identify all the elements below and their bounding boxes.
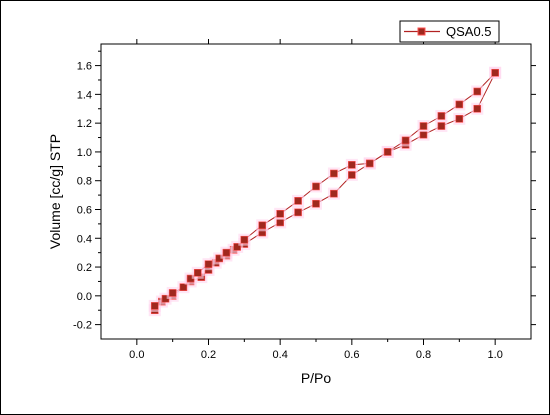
data-point <box>437 112 446 120</box>
y-tick-label: 1.4 <box>77 89 92 101</box>
y-tick-label: 0.6 <box>77 204 92 216</box>
x-tick-label: 0.6 <box>344 349 359 361</box>
data-point <box>258 221 267 230</box>
y-tick-label: 1.2 <box>77 118 92 130</box>
data-point <box>222 248 231 257</box>
data-point <box>419 130 428 139</box>
legend-label: QSA0.5 <box>446 24 492 39</box>
data-point <box>437 122 446 130</box>
y-tick-label: 1.0 <box>77 147 92 159</box>
y-tick-label: 0.2 <box>77 262 92 274</box>
data-point <box>276 218 284 227</box>
series-layer <box>148 66 502 317</box>
legend-box <box>399 20 500 43</box>
data-point <box>312 182 320 191</box>
data-point <box>473 87 482 96</box>
legend-marker-swatch <box>417 27 426 36</box>
data-point <box>348 171 356 179</box>
legend: QSA0.5 <box>399 20 500 43</box>
data-point <box>365 159 374 168</box>
data-point <box>204 260 213 268</box>
axes: 0.0 0.2 0.4 0.6 0.8 1.0 -0.2 0.0 0.2 0.4 0.6 0.8 1.0… <box>73 39 536 361</box>
data-point <box>330 169 338 178</box>
data-point <box>312 199 320 208</box>
y-tick-label: 1.6 <box>77 61 92 73</box>
y-tick-label: 0.8 <box>77 176 92 188</box>
data-point <box>179 283 188 291</box>
data-point <box>455 115 464 123</box>
x-tick-label: 1.0 <box>488 349 503 361</box>
x-tick-label: 0.4 <box>273 349 288 361</box>
data-point <box>233 243 241 251</box>
x-tick-label: 0.2 <box>201 349 216 361</box>
data-point <box>193 269 202 277</box>
data-point <box>294 208 302 217</box>
data-point <box>240 235 249 244</box>
x-axis-label: P/Po <box>301 370 332 386</box>
data-point <box>330 189 338 198</box>
data-point <box>276 210 284 218</box>
x-tick-label: 0.0 <box>129 349 144 361</box>
x-tick-label: 0.8 <box>416 349 431 361</box>
data-point <box>150 302 159 310</box>
data-point <box>455 100 464 109</box>
data-point <box>473 104 482 113</box>
data-point <box>348 161 356 169</box>
y-axis-label: Volume [cc/g] STP <box>47 134 63 249</box>
data-point <box>401 136 410 145</box>
y-tick-label: 0.0 <box>77 291 92 303</box>
data-point <box>294 197 302 205</box>
y-tick-label: 0.4 <box>77 233 92 245</box>
data-point <box>491 68 499 77</box>
data-point <box>383 148 392 156</box>
y-tick-label: -0.2 <box>73 320 92 332</box>
data-point <box>168 289 177 297</box>
data-point <box>419 122 428 130</box>
